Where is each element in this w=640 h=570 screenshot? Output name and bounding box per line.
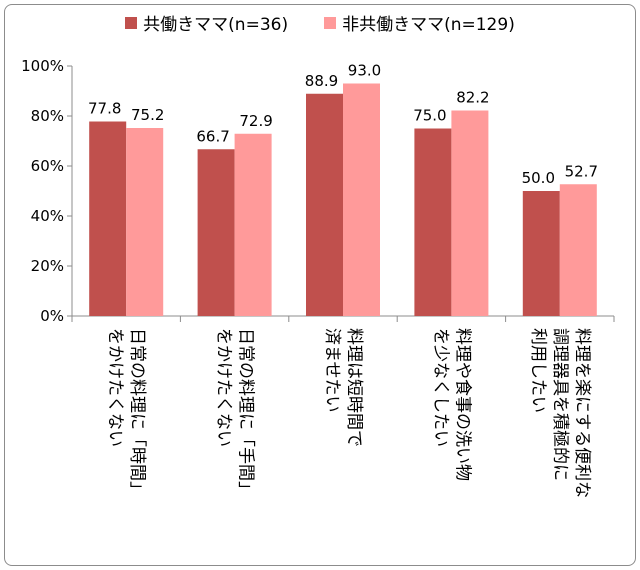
legend-item-series-2: 非共働きママ(n=129): [324, 10, 515, 35]
data-label: 52.7: [565, 162, 598, 180]
data-label: 75.2: [131, 106, 164, 124]
category-label: を少なくしたい: [430, 328, 450, 447]
legend-item-series-1: 共働きママ(n=36): [125, 10, 288, 35]
data-label: 82.2: [456, 89, 489, 107]
bar-series-1: [522, 191, 560, 316]
data-label: 50.0: [522, 169, 555, 187]
y-tick-label: 40%: [31, 207, 64, 225]
category-label: をかけたくない: [105, 328, 125, 447]
legend-swatch-series-2: [324, 16, 337, 29]
bar-series-1: [89, 121, 127, 316]
category-label: 日常の料理に「手間」: [236, 328, 256, 498]
legend-label-series-2: 非共働きママ(n=129): [342, 15, 515, 35]
category-label: 料理や食事の洗い物: [452, 328, 472, 481]
bar-series-2: [451, 110, 489, 316]
bar-series-2: [126, 128, 164, 316]
legend-swatch-series-1: [125, 16, 138, 29]
y-tick-label: 0%: [40, 307, 64, 325]
y-tick-label: 60%: [31, 157, 64, 175]
y-tick-label: 100%: [21, 57, 64, 75]
y-tick-label: 20%: [31, 257, 64, 275]
data-label: 77.8: [88, 100, 121, 118]
data-label: 66.7: [196, 127, 229, 145]
data-label: 75.0: [413, 107, 446, 125]
y-tick-label: 80%: [31, 107, 64, 125]
data-label: 72.9: [239, 112, 272, 130]
bar-series-2: [343, 83, 380, 316]
category-label: 調理器具を積極的に: [550, 328, 570, 481]
bar-series-1: [414, 128, 452, 316]
legend: 共働きママ(n=36) 非共働きママ(n=129): [0, 10, 640, 35]
bar-series-1: [197, 149, 235, 316]
category-label: 済ませたい: [322, 328, 342, 413]
category-label: 料理は短時間で: [344, 328, 364, 447]
legend-label-series-1: 共働きママ(n=36): [143, 15, 289, 35]
category-label: 利用したい: [528, 328, 548, 413]
category-label: をかけたくない: [214, 328, 234, 447]
category-label: 日常の料理に「時間」: [127, 328, 147, 498]
data-label: 93.0: [348, 62, 381, 80]
bar-series-2: [234, 133, 272, 316]
data-label: 88.9: [305, 72, 338, 90]
category-label: 料理を楽にする便利な: [572, 328, 592, 498]
bar-series-2: [559, 184, 597, 316]
bar-series-1: [306, 93, 343, 316]
